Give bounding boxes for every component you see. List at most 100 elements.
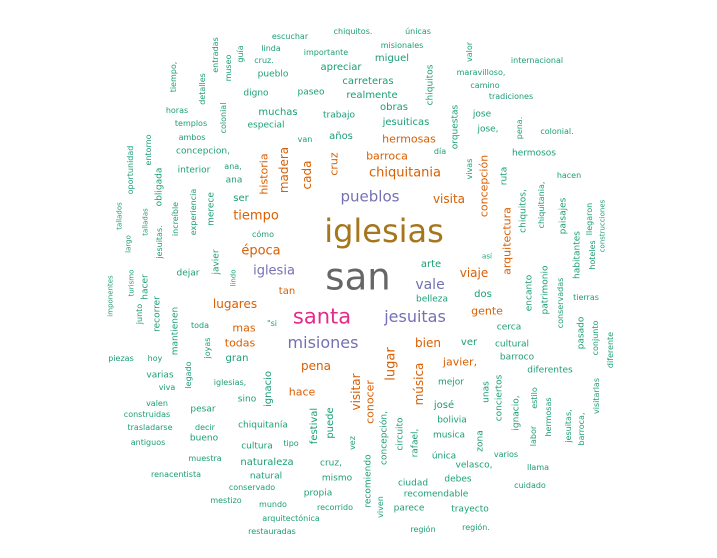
cloud-word: pesar [190, 404, 216, 415]
cloud-word: trabajo [323, 110, 355, 121]
cloud-word: concepcion, [176, 146, 230, 157]
cloud-word: tan [278, 286, 296, 297]
cloud-word: apreciar [320, 62, 362, 73]
cloud-word: cultura [241, 441, 273, 452]
cloud-word: años [329, 131, 353, 142]
cloud-word: obligada [154, 167, 165, 207]
cloud-word: van [297, 135, 313, 144]
cloud-word: trayecto [451, 504, 489, 515]
cloud-word: rafael, [410, 428, 421, 458]
cloud-word: viva [158, 383, 176, 392]
cloud-word: todas [224, 336, 256, 350]
cloud-word: debes [444, 474, 472, 485]
cloud-word: conservado [228, 483, 276, 492]
cloud-word: trasladarse [127, 423, 173, 432]
cloud-word: varios [493, 450, 519, 459]
cloud-word: escuchar [271, 32, 309, 41]
cloud-word: experiencia [189, 188, 198, 236]
cloud-word: ignacio [263, 371, 274, 407]
cloud-word: muchas [258, 107, 298, 118]
cloud-word: horas [165, 106, 189, 115]
cloud-word: maravilloso, [456, 68, 506, 77]
cloud-word: colonial [219, 102, 228, 134]
cloud-word: conservadas [556, 277, 565, 329]
cloud-word: talladas [141, 208, 150, 236]
cloud-word: jose [472, 109, 492, 120]
cloud-word: iglesias [324, 212, 444, 250]
cloud-word: unas [481, 381, 492, 403]
cloud-word: jesuiticas [382, 117, 430, 128]
cloud-word: varias [146, 370, 174, 381]
cloud-word: san [325, 255, 391, 299]
cloud-word: miguel [374, 53, 410, 64]
cloud-word: circuito [395, 417, 406, 451]
cloud-word: naturaleza [240, 457, 294, 468]
cloud-word: cuidado [514, 481, 546, 490]
cloud-word: viven [376, 496, 385, 518]
cloud-word: legado [184, 361, 193, 389]
cloud-word: tiempo, [169, 61, 178, 93]
cloud-word: región [410, 525, 436, 534]
cloud-word: historia [257, 153, 271, 195]
cloud-word: vale [415, 277, 445, 293]
cloud-word: tipo [283, 439, 299, 448]
cloud-word: ser [233, 193, 249, 204]
cloud-word: hoy [147, 354, 163, 363]
cloud-word: iglesias, [213, 378, 247, 387]
cloud-word: iglesia [253, 263, 295, 279]
cloud-word: misiones [287, 333, 359, 352]
cloud-word: cada [300, 160, 314, 190]
cloud-word: detalles [198, 73, 207, 105]
cloud-word: templos [174, 119, 208, 128]
cloud-word: ciudad [397, 478, 429, 489]
cloud-word: cómo [252, 230, 274, 239]
cloud-word: musica [432, 430, 466, 441]
cloud-word: zona [475, 430, 486, 452]
cloud-word: cruz, [320, 458, 342, 469]
cloud-word: hacen [556, 171, 582, 180]
cloud-word: junto [135, 303, 144, 325]
cloud-word: imponentes [106, 275, 115, 317]
cloud-word: recorrido [317, 503, 353, 512]
cloud-word: linda [261, 44, 281, 53]
cloud-word: arte [420, 259, 442, 270]
cloud-word: hace [288, 385, 316, 399]
cloud-word: barroca, [577, 412, 586, 446]
cloud-word: lugar [383, 347, 399, 381]
cloud-word: digno [243, 88, 269, 99]
cloud-word: cultural [494, 339, 530, 350]
cloud-word: cruz. [254, 56, 274, 65]
cloud-word: jesuitas, [564, 409, 573, 443]
cloud-word: hermosas [382, 132, 436, 146]
cloud-word: chiquitania [369, 165, 441, 181]
cloud-word: conjunto [591, 320, 600, 356]
cloud-word: guía [236, 45, 245, 63]
cloud-word: toda [190, 321, 210, 330]
cloud-word: muestra [188, 454, 222, 463]
cloud-word: tallados [115, 202, 124, 230]
cloud-word: bien [415, 336, 441, 350]
cloud-word: velasco, [455, 460, 493, 471]
cloud-word: paisajes [558, 197, 569, 235]
cloud-word: encanto [524, 274, 535, 312]
cloud-word: barroco [499, 352, 535, 363]
cloud-word: construcciones [598, 199, 607, 253]
cloud-word: visitarlas [592, 378, 601, 414]
cloud-word: recorrer [152, 296, 163, 332]
cloud-word: chiquitania, [537, 181, 546, 229]
cloud-word: jose, [477, 124, 499, 135]
cloud-word: llegaron [585, 202, 594, 236]
cloud-word: entradas [211, 37, 220, 73]
cloud-word: estilo [530, 387, 539, 409]
cloud-word: únicas [405, 27, 431, 36]
cloud-word: día [433, 147, 447, 156]
cloud-word: patrimonio [540, 265, 551, 315]
cloud-word: hoteles [588, 240, 597, 270]
cloud-word: pueblos [340, 187, 400, 206]
cloud-word: cerca [496, 322, 522, 333]
cloud-word: bueno [189, 433, 219, 444]
cloud-word: natural [249, 471, 283, 482]
cloud-word: largo [124, 235, 133, 253]
cloud-word: mismo [321, 473, 353, 484]
cloud-word: cruz [327, 152, 341, 176]
